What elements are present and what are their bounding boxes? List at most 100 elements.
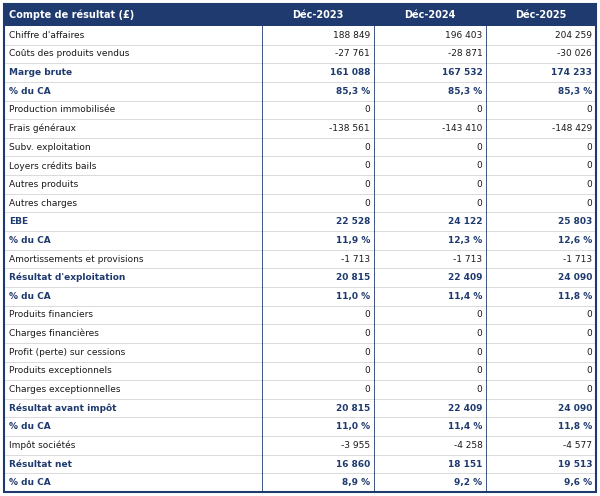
Text: 0: 0 [586, 198, 592, 208]
Text: -30 026: -30 026 [557, 50, 592, 59]
Text: 12,3 %: 12,3 % [448, 236, 482, 245]
Text: 0: 0 [477, 180, 482, 189]
Text: -3 955: -3 955 [341, 441, 370, 450]
Text: 0: 0 [364, 180, 370, 189]
Text: 0: 0 [586, 143, 592, 152]
Bar [4, 231, 596, 249]
Text: -1 713: -1 713 [454, 254, 482, 263]
Bar [4, 45, 596, 63]
Text: 0: 0 [364, 105, 370, 115]
Text: Produits financiers: Produits financiers [9, 310, 93, 319]
Text: % du CA: % du CA [9, 236, 51, 245]
Text: 85,3 %: 85,3 % [448, 87, 482, 96]
Text: 8,9 %: 8,9 % [342, 478, 370, 487]
Bar [4, 418, 596, 436]
Text: 0: 0 [477, 310, 482, 319]
Text: 0: 0 [586, 385, 592, 394]
Text: 24 090: 24 090 [557, 273, 592, 282]
Bar [4, 156, 596, 175]
Text: 11,8 %: 11,8 % [558, 292, 592, 301]
Text: 22 409: 22 409 [448, 273, 482, 282]
Text: -4 577: -4 577 [563, 441, 592, 450]
Bar [4, 399, 596, 418]
Text: Chiffre d'affaires: Chiffre d'affaires [9, 31, 84, 40]
Text: Charges financières: Charges financières [9, 329, 99, 338]
Bar [4, 455, 596, 473]
Text: 0: 0 [586, 329, 592, 338]
Text: Autres produits: Autres produits [9, 180, 78, 189]
Text: 0: 0 [477, 198, 482, 208]
Text: 0: 0 [586, 348, 592, 357]
Text: Subv. exploitation: Subv. exploitation [9, 143, 91, 152]
Text: Résultat net: Résultat net [9, 459, 72, 469]
Text: 0: 0 [477, 143, 482, 152]
Text: 11,0 %: 11,0 % [336, 292, 370, 301]
Text: 11,8 %: 11,8 % [558, 422, 592, 431]
Text: Compte de résultat (£): Compte de résultat (£) [9, 10, 134, 20]
Bar [4, 436, 596, 455]
Text: 20 815: 20 815 [336, 273, 370, 282]
Bar [4, 362, 596, 380]
Text: 12,6 %: 12,6 % [558, 236, 592, 245]
Text: 188 849: 188 849 [333, 31, 370, 40]
Text: 0: 0 [477, 161, 482, 170]
Text: 0: 0 [364, 310, 370, 319]
Text: Résultat avant impôt: Résultat avant impôt [9, 403, 116, 413]
Text: Frais généraux: Frais généraux [9, 124, 76, 133]
Bar [4, 63, 596, 82]
Text: Déc-2024: Déc-2024 [404, 10, 456, 20]
Text: 174 233: 174 233 [551, 68, 592, 77]
Text: 25 803: 25 803 [558, 217, 592, 226]
Text: 0: 0 [364, 348, 370, 357]
Text: 161 088: 161 088 [329, 68, 370, 77]
Bar [4, 380, 596, 399]
Bar [4, 268, 596, 287]
Text: Produits exceptionnels: Produits exceptionnels [9, 367, 112, 375]
Text: 0: 0 [477, 105, 482, 115]
Text: Loyers crédits bails: Loyers crédits bails [9, 161, 97, 171]
Text: 196 403: 196 403 [445, 31, 482, 40]
Text: Marge brute: Marge brute [9, 68, 72, 77]
Bar [4, 343, 596, 362]
Bar [4, 175, 596, 194]
Text: -138 561: -138 561 [329, 124, 370, 133]
Text: 0: 0 [477, 367, 482, 375]
Bar [4, 249, 596, 268]
Text: 22 409: 22 409 [448, 404, 482, 413]
Text: -1 713: -1 713 [341, 254, 370, 263]
Text: Profit (perte) sur cessions: Profit (perte) sur cessions [9, 348, 125, 357]
Text: 0: 0 [586, 310, 592, 319]
Text: 9,6 %: 9,6 % [564, 478, 592, 487]
Bar [4, 306, 596, 324]
Text: 20 815: 20 815 [336, 404, 370, 413]
Text: 18 151: 18 151 [448, 459, 482, 469]
Bar [4, 324, 596, 343]
Text: 24 122: 24 122 [448, 217, 482, 226]
Text: 0: 0 [586, 105, 592, 115]
Text: -143 410: -143 410 [442, 124, 482, 133]
Bar [4, 287, 596, 306]
Text: Autres charges: Autres charges [9, 198, 77, 208]
Text: 167 532: 167 532 [442, 68, 482, 77]
Bar [4, 101, 596, 119]
Bar [4, 138, 596, 156]
Text: % du CA: % du CA [9, 478, 51, 487]
Text: 11,0 %: 11,0 % [336, 422, 370, 431]
Text: 0: 0 [364, 385, 370, 394]
Bar [4, 194, 596, 212]
Text: % du CA: % du CA [9, 422, 51, 431]
Text: Charges exceptionnelles: Charges exceptionnelles [9, 385, 121, 394]
Text: EBE: EBE [9, 217, 28, 226]
Text: 0: 0 [364, 367, 370, 375]
Text: 16 860: 16 860 [336, 459, 370, 469]
Text: Résultat d'exploitation: Résultat d'exploitation [9, 273, 125, 282]
Text: 11,4 %: 11,4 % [448, 422, 482, 431]
Text: Impôt sociétés: Impôt sociétés [9, 440, 76, 450]
Text: 24 090: 24 090 [557, 404, 592, 413]
Bar [4, 4, 596, 26]
Bar [4, 82, 596, 101]
Text: 85,3 %: 85,3 % [336, 87, 370, 96]
Text: 0: 0 [477, 348, 482, 357]
Text: 0: 0 [586, 161, 592, 170]
Text: % du CA: % du CA [9, 87, 51, 96]
